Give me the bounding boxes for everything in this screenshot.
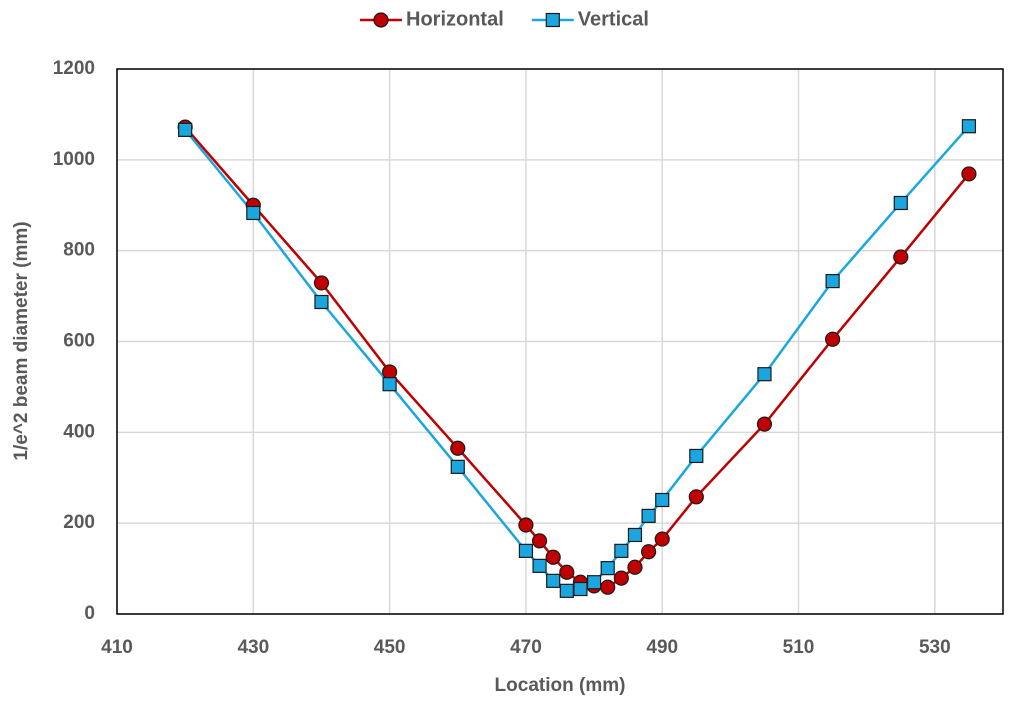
marker [546, 573, 561, 588]
marker [825, 273, 840, 289]
marker [532, 558, 547, 573]
marker [518, 543, 534, 558]
y-tick-label: 400 [63, 421, 95, 442]
series-line [184, 126, 970, 589]
x-tick-label: 510 [783, 637, 815, 658]
marker [825, 331, 841, 347]
marker [314, 294, 329, 310]
marker [450, 440, 466, 456]
x-tick-label: 410 [101, 637, 133, 658]
series-line [184, 125, 970, 593]
x-tick-label: 530 [919, 637, 951, 658]
marker [655, 492, 670, 508]
marker [893, 249, 909, 265]
marker [178, 122, 193, 137]
marker [531, 533, 548, 549]
y-tick-label: 600 [63, 331, 95, 352]
x-tick-label: 470 [510, 637, 542, 658]
marker [373, 12, 389, 28]
marker [573, 581, 588, 597]
y-tick-label: 200 [63, 512, 95, 533]
marker [627, 559, 643, 575]
marker [586, 575, 602, 590]
marker [614, 543, 629, 558]
y-tick-label: 0 [84, 603, 95, 624]
marker [688, 489, 704, 505]
marker [545, 549, 561, 565]
marker [641, 508, 656, 523]
y-tick-label: 1000 [53, 149, 95, 170]
x-tick-label: 450 [374, 637, 406, 658]
y-tick-label: 800 [63, 240, 95, 261]
marker [545, 12, 560, 28]
marker [450, 459, 465, 474]
marker [313, 275, 330, 291]
marker [600, 579, 616, 595]
marker [382, 377, 397, 392]
x-tick-label: 430 [237, 637, 269, 658]
marker [689, 448, 704, 464]
plot-frame [116, 68, 1004, 615]
legend-label: Vertical [578, 8, 649, 30]
marker [756, 416, 773, 432]
marker [559, 583, 574, 598]
marker [757, 367, 772, 382]
x-axis-title: Location (mm) [495, 675, 626, 696]
marker [600, 561, 615, 576]
marker [893, 195, 908, 211]
marker [613, 570, 629, 586]
y-tick-label: 1200 [53, 58, 95, 79]
marker [246, 205, 261, 221]
marker [627, 527, 643, 543]
marker [559, 564, 575, 580]
y-axis-title: 1/e^2 beam diameter (mm) [11, 221, 32, 460]
x-tick-label: 490 [646, 637, 678, 658]
marker [961, 119, 977, 134]
marker [518, 517, 534, 533]
marker [654, 531, 670, 547]
legend-label: Horizontal [406, 8, 504, 30]
marker [640, 544, 657, 560]
grid [116, 68, 1003, 615]
marker [961, 166, 977, 182]
marker [382, 364, 398, 380]
